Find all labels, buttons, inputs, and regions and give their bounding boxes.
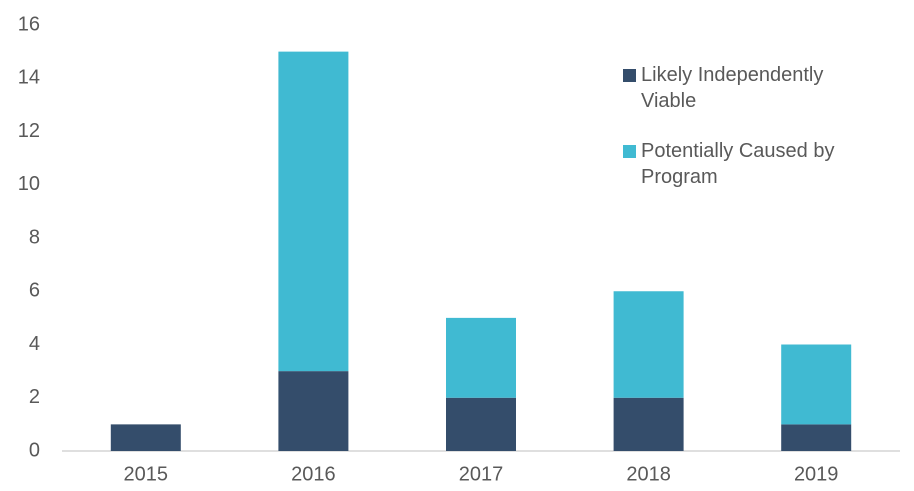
- x-tick-label: 2015: [124, 463, 169, 485]
- legend-swatch: [623, 145, 636, 158]
- bar-segment: [613, 397, 684, 451]
- legend-label: Likely Independently Viable: [641, 64, 824, 112]
- bar-segment: [278, 371, 349, 451]
- y-tick-label: 8: [29, 226, 40, 248]
- y-tick-label: 2: [29, 386, 40, 408]
- y-tick-label: 12: [18, 120, 40, 142]
- x-tick-label: 2019: [794, 463, 839, 485]
- x-tick-label: 2016: [291, 463, 336, 485]
- bar-segment: [278, 51, 349, 372]
- x-tick-label: 2017: [459, 463, 504, 485]
- bar-segment: [446, 317, 516, 398]
- legend-item: Likely Independently Viable: [623, 62, 863, 114]
- y-tick-label: 0: [29, 439, 40, 461]
- bar-segment: [446, 397, 516, 451]
- legend-item: Potentially Caused by Program: [623, 138, 863, 190]
- legend-swatch: [623, 69, 636, 82]
- y-tick-label: 6: [29, 280, 40, 302]
- y-tick-label: 14: [18, 67, 40, 89]
- legend: Likely Independently Viable Potentially C…: [623, 62, 863, 190]
- bar-segment: [110, 424, 181, 451]
- bar-segment: [781, 424, 852, 451]
- legend-label: Potentially Caused by Program: [641, 140, 835, 188]
- bar-segment: [613, 291, 684, 398]
- y-tick-label: 10: [18, 173, 40, 195]
- y-tick-label: 16: [18, 13, 40, 35]
- x-tick-label: 2018: [626, 463, 671, 485]
- y-tick-label: 4: [29, 333, 40, 355]
- bar-segment: [781, 344, 852, 425]
